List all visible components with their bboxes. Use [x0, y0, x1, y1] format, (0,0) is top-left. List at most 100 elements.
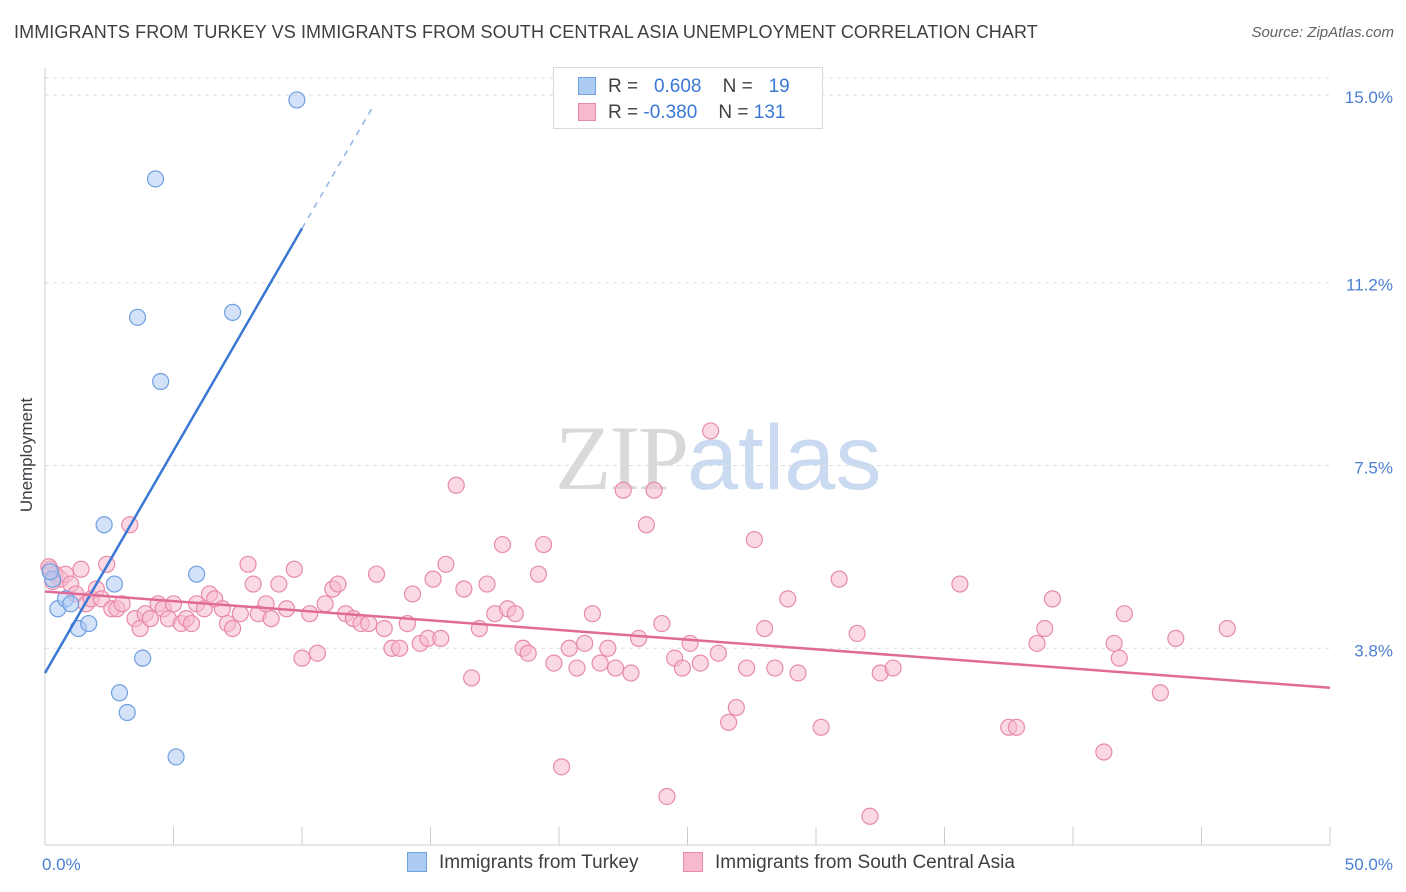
bottom-legend-label-turkey: Immigrants from Turkey [439, 852, 639, 873]
data-point-south-central-asia [316, 595, 334, 613]
data-point-south-central-asia [1167, 629, 1185, 648]
data-point-turkey [95, 516, 113, 534]
data-point-south-central-asia [1115, 605, 1134, 623]
bottom-legend-swatch-south-central-asia [683, 852, 703, 872]
data-point-south-central-asia [391, 639, 409, 657]
data-point-south-central-asia [606, 659, 625, 677]
data-point-south-central-asia [375, 619, 393, 638]
data-point-south-central-asia [455, 580, 473, 598]
data-point-south-central-asia [653, 614, 671, 633]
data-point-south-central-asia [727, 698, 745, 717]
data-point-south-central-asia [529, 565, 548, 583]
data-point-south-central-asia [478, 575, 496, 593]
data-point-south-central-asia [432, 629, 450, 648]
data-point-turkey [188, 565, 206, 583]
legend-r-label: R = [608, 102, 639, 123]
data-point-south-central-asia [789, 664, 807, 682]
legend-swatch-south-central-asia [578, 103, 596, 121]
legend-row-turkey: R = 0.608 N = 19 [578, 76, 790, 100]
data-point-south-central-asia [308, 644, 327, 662]
data-point-south-central-asia [231, 605, 249, 623]
data-point-south-central-asia [141, 610, 159, 628]
series-south-central-asia [40, 422, 1236, 825]
trend-lines [43, 104, 1331, 690]
watermark-atlas: atlas [687, 407, 882, 509]
bottom-legend-turkey: Immigrants from Turkey [407, 852, 639, 874]
x-tick-label: 0.0% [42, 855, 81, 874]
data-point-south-central-asia [755, 619, 774, 638]
data-point-south-central-asia [329, 575, 347, 593]
trend-line-south-central-asia [44, 590, 1331, 690]
data-point-south-central-asia [239, 555, 257, 573]
data-point-south-central-asia [519, 644, 537, 662]
data-point-south-central-asia [637, 516, 655, 534]
axes [44, 68, 1331, 846]
data-point-south-central-asia [738, 659, 756, 677]
y-tick-label: 7.5% [1354, 459, 1393, 478]
data-point-south-central-asia [779, 590, 797, 608]
bottom-legend-label-south-central-asia: Immigrants from South Central Asia [715, 852, 1015, 873]
data-point-south-central-asia [1036, 619, 1054, 638]
data-point-south-central-asia [951, 575, 969, 593]
source-attribution: Source: ZipAtlas.com [1251, 24, 1394, 41]
data-point-south-central-asia [1007, 718, 1026, 736]
data-point-south-central-asia [766, 659, 784, 677]
data-point-south-central-asia [583, 605, 602, 623]
data-point-south-central-asia [591, 654, 609, 672]
data-point-south-central-asia [1105, 634, 1123, 652]
data-point-south-central-asia [560, 639, 578, 657]
data-point-south-central-asia [1043, 590, 1062, 608]
data-point-south-central-asia [745, 530, 763, 549]
legend-n-value: 19 [768, 76, 790, 97]
bottom-legend-swatch-turkey [407, 852, 427, 872]
data-point-turkey [62, 595, 80, 613]
data-point-turkey [134, 649, 152, 667]
data-point-turkey [118, 703, 136, 722]
data-point-south-central-asia [182, 614, 201, 633]
legend-n-value: 131 [753, 102, 786, 123]
chart-title: IMMIGRANTS FROM TURKEY VS IMMIGRANTS FRO… [14, 22, 1038, 42]
data-point-south-central-asia [622, 664, 640, 682]
data-point-turkey [105, 575, 123, 593]
data-point-south-central-asia [614, 481, 632, 499]
legend-row-south-central-asia: R = -0.380 N = 131 [578, 102, 785, 126]
data-point-turkey [41, 563, 59, 581]
data-point-south-central-asia [568, 659, 586, 677]
data-point-turkey [80, 614, 98, 633]
legend-n-label: N = [722, 76, 753, 97]
grid-lines [45, 77, 1330, 649]
data-point-turkey [167, 748, 185, 766]
data-point-south-central-asia [1151, 684, 1169, 702]
data-point-south-central-asia [463, 669, 481, 687]
data-point-south-central-asia [270, 575, 288, 593]
y-tick-label: 15.0% [1345, 88, 1393, 107]
data-point-south-central-asia [493, 535, 512, 554]
data-point-south-central-asia [534, 535, 553, 554]
data-point-south-central-asia [262, 610, 280, 628]
data-point-turkey [224, 303, 242, 321]
trend-line-turkey [43, 227, 304, 674]
data-point-south-central-asia [720, 713, 738, 731]
data-point-south-central-asia [1095, 743, 1113, 761]
data-point-south-central-asia [884, 659, 902, 677]
data-point-south-central-asia [1110, 649, 1128, 667]
data-point-turkey [146, 170, 165, 188]
data-point-turkey [128, 308, 147, 326]
data-point-south-central-asia [830, 570, 848, 588]
data-point-south-central-asia [709, 644, 727, 662]
data-point-south-central-asia [285, 560, 303, 578]
data-point-south-central-asia [506, 605, 524, 623]
data-point-turkey [288, 91, 306, 109]
legend-r-value: 0.608 [653, 76, 702, 97]
data-point-south-central-asia [545, 654, 563, 672]
data-point-south-central-asia [599, 639, 617, 657]
data-point-south-central-asia [164, 595, 183, 613]
data-point-south-central-asia [658, 787, 676, 806]
data-point-south-central-asia [630, 629, 648, 648]
series-turkey [41, 91, 306, 766]
data-point-south-central-asia [645, 481, 663, 499]
data-point-south-central-asia [293, 649, 311, 667]
data-point-south-central-asia [224, 619, 242, 638]
bottom-legend-south-central-asia: Immigrants from South Central Asia [683, 852, 1015, 874]
data-point-south-central-asia [848, 624, 866, 643]
